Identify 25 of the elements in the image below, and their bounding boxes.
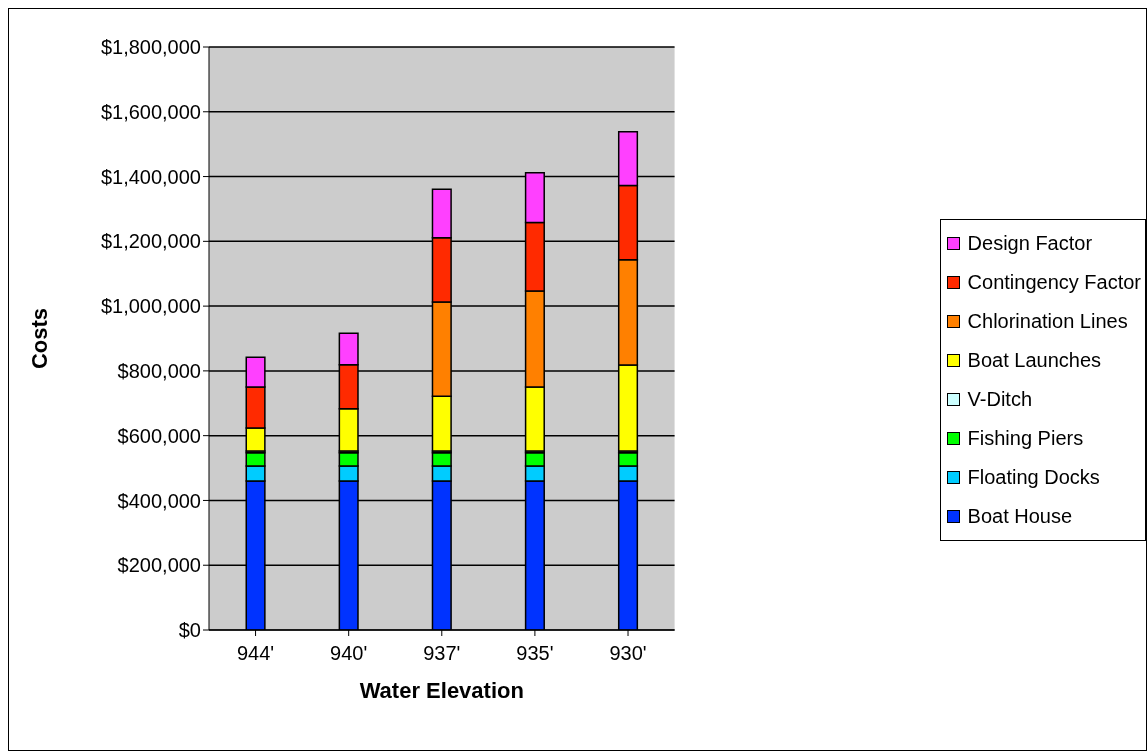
y-axis-title: Costs [26, 307, 52, 370]
x-axis-title: Water Elevation [359, 678, 524, 703]
y-tick-label: $600,000 [117, 424, 201, 447]
y-tick-label: $1,800,000 [100, 36, 201, 59]
legend-label: Floating Docks [967, 465, 1100, 489]
legend-label: V-Ditch [967, 387, 1033, 411]
y-tick-label: $800,000 [117, 359, 201, 382]
y-tick-label: $1,200,000 [100, 230, 201, 253]
y-tick-label: $1,000,000 [100, 295, 201, 318]
x-tick-label: 940' [330, 642, 368, 665]
y-tick-label: $1,400,000 [100, 165, 201, 188]
y-tick-label: $400,000 [117, 489, 201, 512]
legend-label: Chlorination Lines [967, 309, 1128, 333]
legend-label: Fishing Piers [967, 426, 1084, 450]
legend-label: Design Factor [967, 231, 1093, 255]
x-tick-label: 944' [236, 642, 275, 665]
legend-label: Contingency Factor [967, 270, 1141, 294]
y-tick-label: $0 [178, 619, 201, 642]
legend-label: Boat Launches [967, 348, 1102, 372]
x-tick-label: 935' [516, 642, 554, 665]
x-tick-label: 930' [609, 642, 647, 665]
y-tick-label: $200,000 [117, 554, 201, 577]
legend-label: Boat House [967, 504, 1073, 528]
x-tick-label: 937' [423, 642, 461, 665]
y-tick-label: $1,600,000 [100, 100, 201, 123]
